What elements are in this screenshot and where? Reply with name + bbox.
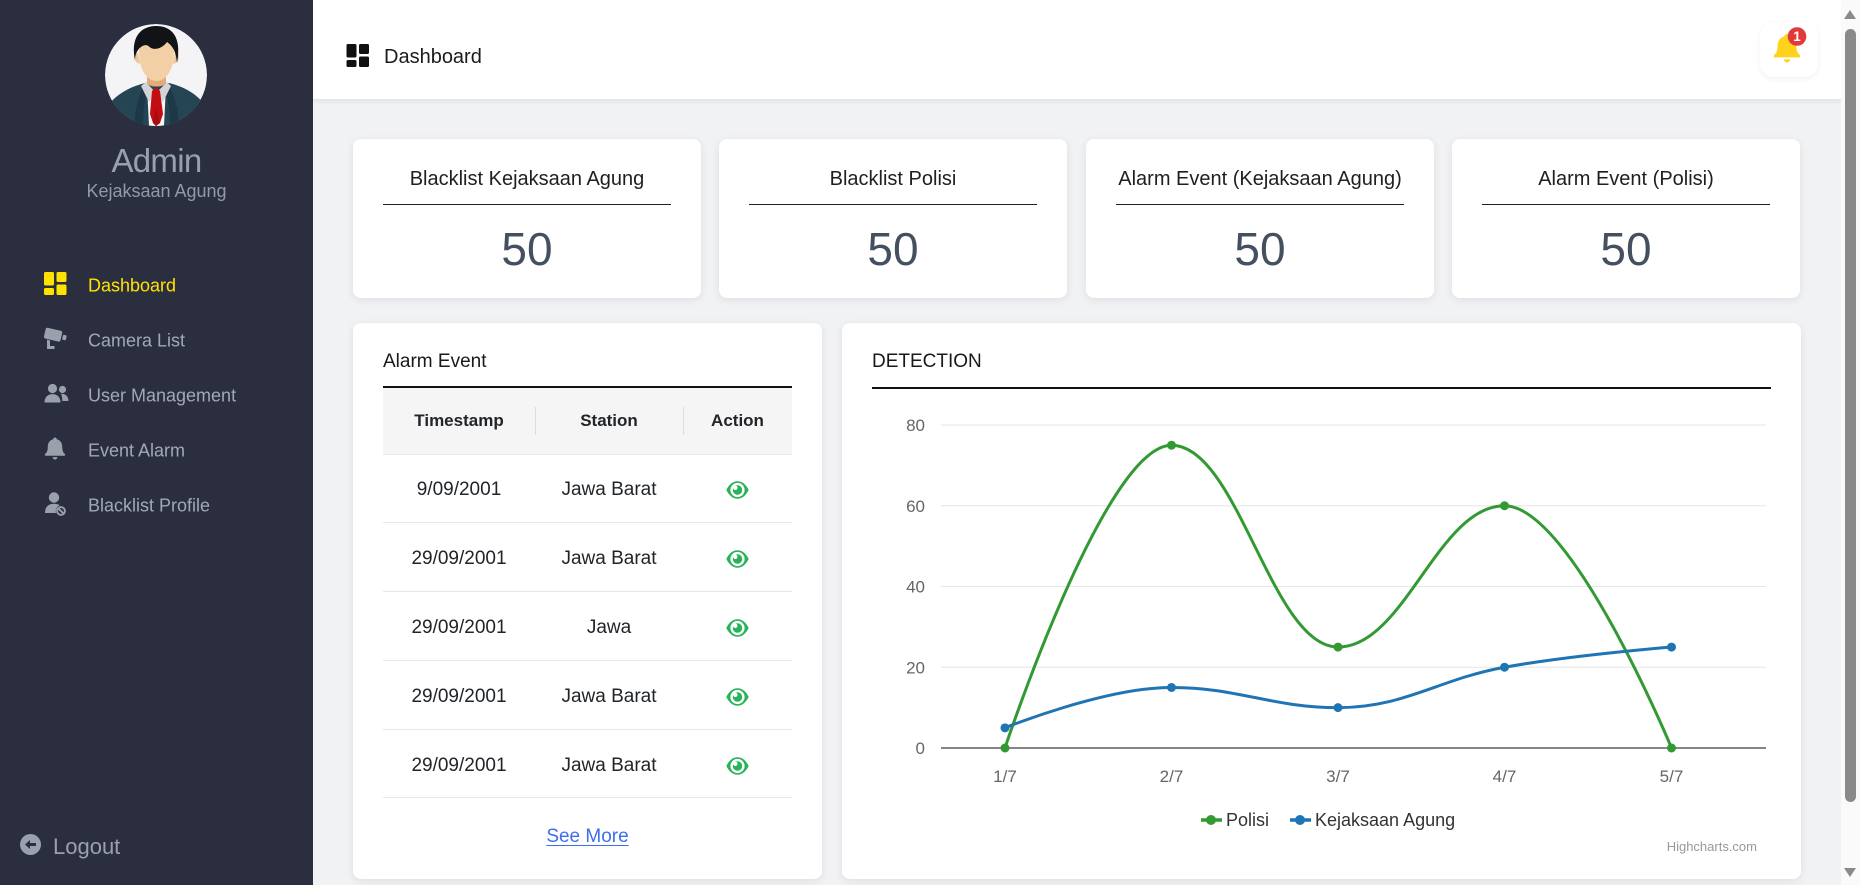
svg-text:40: 40: [906, 578, 925, 597]
svg-text:20: 20: [906, 658, 925, 677]
svg-text:0: 0: [916, 739, 925, 758]
svg-text:2/7: 2/7: [1160, 767, 1184, 786]
svg-text:1: 1: [1793, 29, 1801, 44]
svg-text:80: 80: [906, 416, 925, 435]
svg-text:3/7: 3/7: [1326, 767, 1350, 786]
svg-text:Kejaksaan Agung: Kejaksaan Agung: [1315, 810, 1455, 830]
svg-text:Highcharts.com: Highcharts.com: [1667, 839, 1757, 854]
svg-text:1/7: 1/7: [993, 767, 1017, 786]
svg-text:Polisi: Polisi: [1226, 810, 1269, 830]
svg-text:60: 60: [906, 497, 925, 516]
svg-text:4/7: 4/7: [1493, 767, 1517, 786]
svg-text:5/7: 5/7: [1660, 767, 1684, 786]
